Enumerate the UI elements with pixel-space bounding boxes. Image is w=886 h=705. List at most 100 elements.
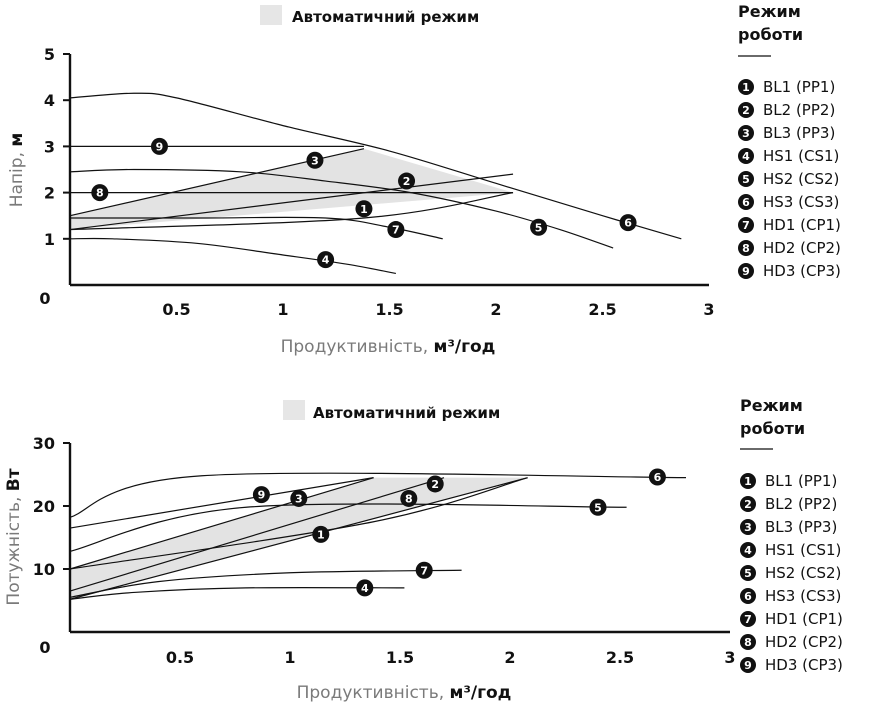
legend-marker xyxy=(738,171,754,187)
marker-number: 9 xyxy=(258,489,266,502)
y-axis-title: Потужність, Вт xyxy=(4,468,24,605)
marker-circle xyxy=(317,251,335,269)
legend-marker-number: 8 xyxy=(744,636,752,649)
marker-circle xyxy=(415,561,433,579)
curve-marker-7: 7 xyxy=(415,561,433,579)
auto-mode-swatch xyxy=(260,5,282,25)
legend-item-1: 1 BL1 (PP1) xyxy=(738,78,835,96)
marker-number: 4 xyxy=(361,582,369,595)
curve-marker-8: 8 xyxy=(400,489,418,507)
marker-circle xyxy=(398,172,416,190)
y-tick-label: 2 xyxy=(44,184,55,203)
origin-label: 0 xyxy=(39,638,50,657)
legend-item-2: 2 BL2 (PP2) xyxy=(738,101,835,119)
legend-marker xyxy=(740,657,756,673)
x-tick-label: 1 xyxy=(277,300,288,319)
marker-number: 8 xyxy=(405,492,413,505)
legend-marker-number: 2 xyxy=(744,498,752,511)
legend-marker xyxy=(738,263,754,279)
legend-marker xyxy=(738,102,754,118)
x-tick-label: 2 xyxy=(504,648,515,667)
legend-item-9: 9 HD3 (CP3) xyxy=(740,656,843,674)
legend-item-8: 8 HD2 (CP2) xyxy=(740,633,843,651)
legend-label: HS3 (CS3) xyxy=(763,193,839,211)
x-tick-label: 1.5 xyxy=(386,648,414,667)
curve-pp-low xyxy=(69,192,514,231)
legend-label: HS2 (CS2) xyxy=(763,170,839,188)
marker-number: 5 xyxy=(594,501,602,514)
curve-marker-6: 6 xyxy=(619,214,637,232)
x-tick-label: 3 xyxy=(724,648,735,667)
legend-label: BL3 (PP3) xyxy=(763,124,835,142)
curve-pp1 xyxy=(69,477,528,570)
curve-marker-4: 4 xyxy=(317,251,335,269)
legend-label: BL2 (PP2) xyxy=(763,101,835,119)
y-tick-label: 4 xyxy=(44,91,55,110)
auto-mode-label: Автоматичний режим xyxy=(313,404,500,422)
y-tick-label: 20 xyxy=(33,497,55,516)
marker-number: 6 xyxy=(654,471,662,484)
legend-marker-number: 8 xyxy=(742,242,750,255)
legend-marker-number: 6 xyxy=(742,196,750,209)
legend-marker-number: 6 xyxy=(744,590,752,603)
curve-hs2 xyxy=(69,503,627,552)
curve-pp3 xyxy=(69,477,374,529)
curve-marker-8: 8 xyxy=(91,184,109,202)
marker-number: 4 xyxy=(322,254,330,267)
marker-circle xyxy=(619,214,637,232)
legend-item-5: 5 HS2 (CS2) xyxy=(740,564,841,582)
chart-1: Автоматичний режим 1 2 3 4 5 0 0.5 1 1.5 2 2.5 3 Прод… xyxy=(7,2,841,357)
y-tick-label: 3 xyxy=(44,137,55,156)
curve-hs1 xyxy=(69,237,397,275)
legend-title: роботи xyxy=(740,419,805,438)
legend-item-6: 6 HS3 (CS3) xyxy=(738,193,839,211)
legend-marker xyxy=(738,240,754,256)
curve-hd3 xyxy=(69,477,374,570)
legend-marker-number: 3 xyxy=(742,127,750,140)
auto-mode-region xyxy=(70,148,514,230)
y-axis-title: Напір, м xyxy=(7,133,27,208)
legend-marker-number: 3 xyxy=(744,521,752,534)
legend-item-3: 3 BL3 (PP3) xyxy=(740,518,837,536)
x-axis-title: Продуктивність, м³/год xyxy=(281,337,496,357)
curve-marker-2: 2 xyxy=(426,475,444,493)
curve-marker-9: 9 xyxy=(252,486,270,504)
legend-label: HS1 (CS1) xyxy=(763,147,839,165)
legend-label: HD1 (CP1) xyxy=(763,216,841,234)
legend-title: Режим xyxy=(738,2,801,21)
curve-marker-7: 7 xyxy=(387,221,405,239)
curve-pp2 xyxy=(69,477,445,592)
curve-hs3 xyxy=(69,92,682,240)
curve-marker-3: 3 xyxy=(290,489,308,507)
y-tick-label: 5 xyxy=(44,45,55,64)
curve-marker-9: 9 xyxy=(150,137,168,155)
legend-item-1: 1 BL1 (PP1) xyxy=(740,472,837,490)
legend-item-2: 2 BL2 (PP2) xyxy=(740,495,837,513)
legend-item-4: 4 HS1 (CS1) xyxy=(738,147,839,165)
legend-marker xyxy=(738,125,754,141)
legend-marker xyxy=(738,148,754,164)
curve-pp2 xyxy=(69,173,514,231)
legend-marker-number: 1 xyxy=(744,475,752,488)
curve-marker-3: 3 xyxy=(306,151,324,169)
legend-label: HD2 (CP2) xyxy=(763,239,841,257)
legend-item-6: 6 HS3 (CS3) xyxy=(740,587,841,605)
marker-number: 2 xyxy=(431,478,439,491)
curve-marker-4: 4 xyxy=(356,579,374,597)
marker-circle xyxy=(312,525,330,543)
curve-marker-1: 1 xyxy=(312,525,330,543)
legend-marker-number: 4 xyxy=(744,544,752,557)
marker-number: 9 xyxy=(156,140,164,153)
legend-title: Режим xyxy=(740,396,803,415)
marker-number: 7 xyxy=(392,224,400,237)
legend-title: роботи xyxy=(738,25,803,44)
x-tick-label: 2 xyxy=(490,300,501,319)
y-tick-label: 1 xyxy=(44,230,55,249)
legend-item-4: 4 HS1 (CS1) xyxy=(740,541,841,559)
legend-marker-number: 9 xyxy=(742,265,750,278)
curve-marker-5: 5 xyxy=(530,218,548,236)
legend-marker-number: 9 xyxy=(744,659,752,672)
x-tick-label: 3 xyxy=(703,300,714,319)
legend-label: BL1 (PP1) xyxy=(765,472,837,490)
